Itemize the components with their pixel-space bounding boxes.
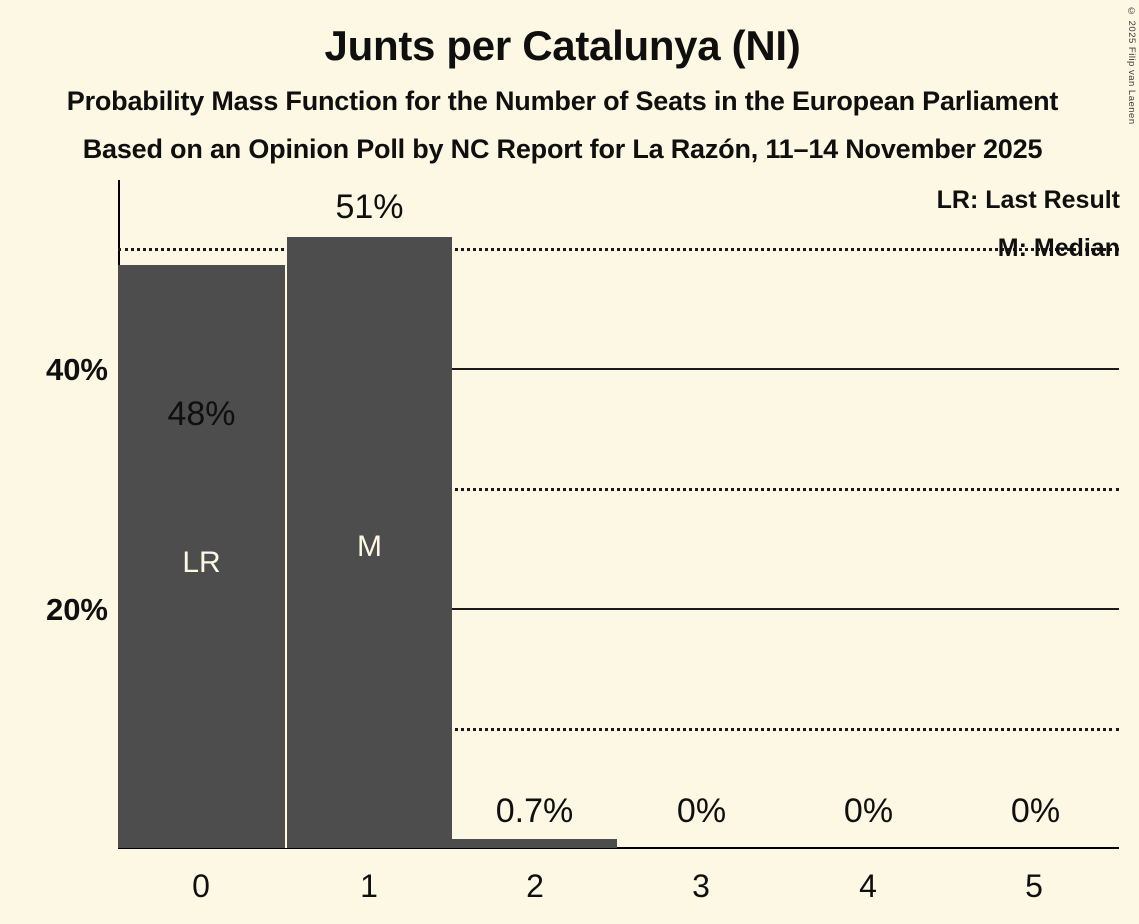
plot-area: LR M 48% 51% 0.7% 0% 0% 0% [118,180,1119,849]
legend-median: M: Median [997,234,1120,262]
chart-subtitle: Probability Mass Function for the Number… [66,86,1059,116]
gridline-10 [118,728,1119,731]
bar-value-label-0: 48% [167,395,236,433]
x-tick-label-2: 2 [526,868,544,904]
bar-value-label-5: 0% [1010,792,1061,830]
bar-value-label-2: 0.7% [495,792,574,830]
bar-marker-last-result: LR [182,546,221,579]
gridline-20 [118,608,1119,610]
y-tick-label-20: 20% [45,592,108,627]
chart-source-line: Based on an Opinion Poll by NC Report fo… [82,134,1043,164]
x-tick-label-3: 3 [692,868,710,904]
x-tick-label-4: 4 [859,868,877,904]
bar-seats-1[interactable] [287,237,452,848]
x-axis-line [118,847,1119,849]
bar-seats-2[interactable] [452,839,617,848]
bar-value-label-3: 0% [676,792,727,830]
gridline-40 [118,368,1119,370]
x-tick-label-1: 1 [360,868,378,904]
page-title: Junts per Catalunya (NI) [324,22,801,69]
bar-marker-median: M [357,530,382,563]
gridline-30 [118,488,1119,491]
gridline-50 [118,248,1119,251]
copyright-notice: © 2025 Filip van Laenen [1126,6,1137,125]
legend-last-result: LR: Last Result [936,186,1120,214]
y-tick-label-40: 40% [45,352,108,387]
bar-value-label-4: 0% [843,792,894,830]
bar-value-label-1: 51% [335,188,404,226]
x-tick-label-0: 0 [192,868,210,904]
bar-seats-0[interactable] [118,265,285,848]
bar-separator [285,265,287,848]
x-tick-label-5: 5 [1025,868,1043,904]
